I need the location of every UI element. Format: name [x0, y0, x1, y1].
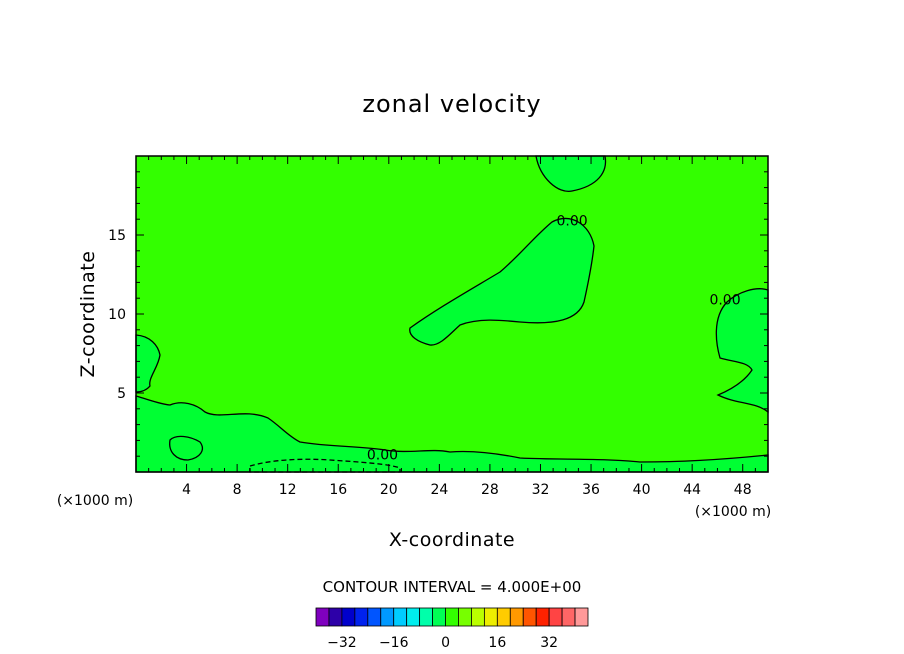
- colorbar-swatch: [574, 607, 589, 627]
- y-tick-label: 15: [108, 228, 126, 244]
- x-tick-label: 40: [633, 482, 651, 498]
- colorbar-swatch: [315, 607, 330, 627]
- contour-label-0: 0.00: [556, 214, 587, 230]
- colorbar-swatch: [483, 607, 498, 627]
- contour-central-blob: [409, 217, 595, 346]
- plot-area: 0.00 0.00 0.00: [135, 155, 769, 473]
- contour-bottom-band: [135, 395, 769, 473]
- x-tick-label: 8: [233, 482, 242, 498]
- contour-left-small: [169, 435, 203, 461]
- colorbar-swatch: [471, 607, 485, 627]
- x-unit-left: (×1000 m): [57, 493, 133, 509]
- colorbar-swatch: [393, 607, 408, 627]
- x-tick-label: 20: [380, 482, 398, 498]
- contour-interval: CONTOUR INTERVAL = 4.000E+00: [323, 578, 582, 596]
- contour-label-2: 0.00: [367, 447, 398, 463]
- y-axis-label: Z-coordinate: [77, 251, 99, 378]
- x-tick-label: 36: [582, 482, 600, 498]
- colorbar-swatch: [341, 607, 356, 627]
- contour-label-1: 0.00: [709, 293, 740, 309]
- x-tick-label: 32: [532, 482, 550, 498]
- colorbar-tick-label: 32: [540, 635, 558, 651]
- colorbar-swatch: [419, 607, 433, 627]
- colorbar-swatch: [509, 607, 524, 627]
- colorbar-swatch: [548, 607, 563, 627]
- colorbar-swatch: [561, 607, 576, 627]
- colorbar-swatch: [432, 607, 446, 627]
- x-tick-label: 44: [683, 482, 701, 498]
- x-tick-label: 4: [182, 482, 191, 498]
- colorbar-swatch: [328, 607, 343, 627]
- x-tick-label: 28: [481, 482, 499, 498]
- colorbar-tick-label: −16: [379, 635, 409, 651]
- y-tick-label: 5: [117, 386, 126, 402]
- colorbar-tick-label: −32: [327, 635, 357, 651]
- colorbar-tick-label: 0: [441, 635, 450, 651]
- contour-right-lobe: [715, 288, 769, 414]
- colorbar-swatch: [367, 607, 382, 627]
- colorbar-swatch: [380, 607, 395, 627]
- x-tick-label: 48: [734, 482, 752, 498]
- colorbar-swatch: [535, 607, 550, 627]
- chart-title: zonal velocity: [362, 90, 541, 118]
- colorbar-swatch: [458, 607, 472, 627]
- x-tick-label: 24: [430, 482, 448, 498]
- colorbar-swatch: [406, 607, 421, 627]
- colorbar-swatch: [496, 607, 511, 627]
- colorbar-swatch: [445, 607, 459, 627]
- x-tick-label: 16: [329, 482, 347, 498]
- colorbar: −32 −16 0 16 32: [315, 607, 589, 651]
- x-tick-label: 12: [279, 482, 297, 498]
- y-tick-label: 10: [108, 307, 126, 323]
- contour-left-lobe: [135, 334, 161, 393]
- x-unit-right: (×1000 m): [695, 504, 771, 520]
- x-axis-label: X-coordinate: [389, 529, 515, 551]
- contour-top-lobe: [535, 155, 607, 192]
- colorbar-tick-label: 16: [488, 635, 506, 651]
- colorbar-swatch: [354, 607, 369, 627]
- colorbar-swatch: [522, 607, 537, 627]
